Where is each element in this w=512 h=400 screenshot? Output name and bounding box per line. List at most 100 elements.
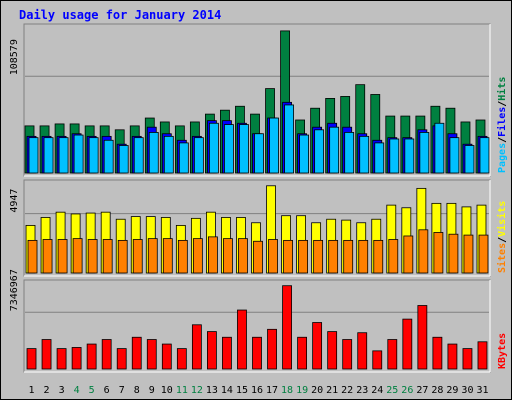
x-tick-label: 16 <box>251 385 263 396</box>
panel-visits: 4947 Sites/Visits <box>9 179 508 277</box>
bar-visits-sites-day-16 <box>253 240 263 274</box>
bar-visits-sites-day-10 <box>162 238 173 274</box>
bar-kbytes-kbytes-day-22 <box>342 339 353 370</box>
x-tick-label: 28 <box>431 385 443 396</box>
bar-hits-pages-day-10 <box>163 135 174 174</box>
bar-kbytes-kbytes-day-7 <box>116 348 127 370</box>
bar-hits-pages-day-4 <box>73 134 84 174</box>
legend-pages: Pages <box>497 143 508 173</box>
x-tick-label: 15 <box>236 385 248 396</box>
panel-kbytes: 7346967 KBytes <box>9 269 508 373</box>
bar-kbytes-kbytes-day-5 <box>86 343 97 370</box>
x-tick-label: 18 <box>281 385 293 396</box>
panel-max-label: 7346967 <box>9 269 20 311</box>
bar-visits-sites-day-25 <box>388 239 399 274</box>
bar-hits-pages-day-28 <box>434 122 445 174</box>
bar-hits-pages-day-9 <box>148 132 159 174</box>
x-axis: 1 2 3 4 5 6 7 8 9 10 11 12 13 14 15 16 17 18 19 20 21 22 23 24 2… <box>29 385 489 396</box>
bar-kbytes-kbytes-day-23 <box>357 332 368 370</box>
bar-kbytes-kbytes-day-17 <box>267 328 277 370</box>
x-tick-label: 1 <box>29 385 35 396</box>
legend-visits: Visits <box>496 201 508 237</box>
bar-visits-sites-day-2 <box>42 239 53 274</box>
bar-visits-sites-day-3 <box>57 239 68 274</box>
bar-kbytes-kbytes-day-21 <box>327 331 338 370</box>
x-tick-label: 13 <box>206 385 218 396</box>
bar-hits-pages-day-2 <box>43 137 54 174</box>
bar-hits-pages-day-12 <box>193 137 204 174</box>
bar-hits-pages-day-16 <box>254 133 264 174</box>
bar-kbytes-kbytes-day-27 <box>417 305 428 370</box>
bar-hits-pages-day-1 <box>28 137 39 174</box>
bar-hits-pages-day-17 <box>269 117 279 174</box>
bar-hits-pages-day-22 <box>344 132 355 174</box>
x-tick-label: 22 <box>341 385 353 396</box>
bar-visits-sites-day-6 <box>102 239 113 274</box>
bar-hits-pages-day-11 <box>178 142 189 174</box>
bar-hits-pages-day-7 <box>118 145 129 174</box>
bar-hits-pages-day-25 <box>389 138 400 174</box>
bar-kbytes-kbytes-day-15 <box>237 309 247 370</box>
bar-visits-sites-day-4 <box>72 238 83 274</box>
bar-visits-sites-day-19 <box>298 239 308 274</box>
bar-kbytes-kbytes-day-18 <box>282 285 292 370</box>
bar-kbytes-kbytes-day-6 <box>101 339 112 370</box>
panel-series-legend: KBytes <box>497 333 508 369</box>
bar-visits-sites-day-12 <box>192 238 203 274</box>
bar-kbytes-kbytes-day-19 <box>297 336 307 370</box>
x-tick-label: 30 <box>461 385 473 396</box>
legend-hits: Hits <box>496 77 508 101</box>
bar-visits-sites-day-14 <box>223 238 233 274</box>
bar-kbytes-kbytes-day-20 <box>312 322 323 370</box>
bar-kbytes-kbytes-day-14 <box>222 336 232 370</box>
x-tick-label: 10 <box>161 385 173 396</box>
bar-kbytes-kbytes-day-1 <box>26 348 37 370</box>
bar-visits-sites-day-5 <box>87 239 98 274</box>
bar-hits-pages-day-8 <box>133 137 144 174</box>
legend-files: Files <box>496 107 508 137</box>
bar-hits-pages-day-13 <box>209 122 219 174</box>
bar-visits-sites-day-29 <box>448 233 459 274</box>
panel-series-legend: Sites/Visits <box>496 201 508 273</box>
panel-series-legend: Pages/Files/Hits <box>496 77 508 173</box>
bar-visits-sites-day-30 <box>463 234 474 274</box>
bar-hits-pages-day-18 <box>284 104 294 174</box>
bar-visits-sites-day-17 <box>268 239 278 274</box>
bar-hits-pages-day-6 <box>103 139 114 174</box>
bar-hits-pages-day-5 <box>88 137 99 174</box>
bar-kbytes-kbytes-day-2 <box>41 339 52 370</box>
x-tick-label: 8 <box>134 385 140 396</box>
bar-hits-pages-day-30 <box>464 145 475 174</box>
bar-visits-sites-day-13 <box>208 236 218 274</box>
bar-visits-sites-day-24 <box>373 239 384 274</box>
panel-max-label: 108579 <box>9 39 20 75</box>
bar-visits-sites-day-23 <box>358 239 369 274</box>
bar-hits-pages-day-14 <box>224 124 234 174</box>
x-tick-label: 25 <box>386 385 398 396</box>
x-tick-label: 17 <box>266 385 278 396</box>
bar-visits-sites-day-8 <box>132 239 143 274</box>
bar-kbytes-kbytes-day-16 <box>252 336 262 370</box>
bar-kbytes-kbytes-day-30 <box>462 348 473 370</box>
bar-hits-pages-day-15 <box>239 124 249 174</box>
x-tick-label: 21 <box>326 385 338 396</box>
bar-visits-sites-day-27 <box>418 229 429 274</box>
x-tick-label: 9 <box>149 385 155 396</box>
x-tick-label: 6 <box>104 385 110 396</box>
legend-kbytes: KBytes <box>497 333 508 369</box>
bar-visits-sites-day-22 <box>343 239 354 274</box>
x-tick-label: 31 <box>476 385 488 396</box>
bar-hits-pages-day-21 <box>329 126 340 174</box>
bar-hits-pages-day-31 <box>479 137 490 174</box>
bar-hits-pages-day-27 <box>419 132 430 174</box>
bar-visits-sites-day-21 <box>328 239 339 274</box>
bar-hits-pages-day-24 <box>374 142 385 174</box>
bar-visits-sites-day-15 <box>238 238 248 274</box>
legend-sites: Sites <box>496 243 508 273</box>
x-tick-label: 11 <box>176 385 188 396</box>
bar-kbytes-kbytes-day-13 <box>207 331 217 370</box>
bar-kbytes-kbytes-day-12 <box>191 324 202 370</box>
x-tick-label: 27 <box>416 385 428 396</box>
bar-kbytes-kbytes-day-8 <box>131 336 142 370</box>
